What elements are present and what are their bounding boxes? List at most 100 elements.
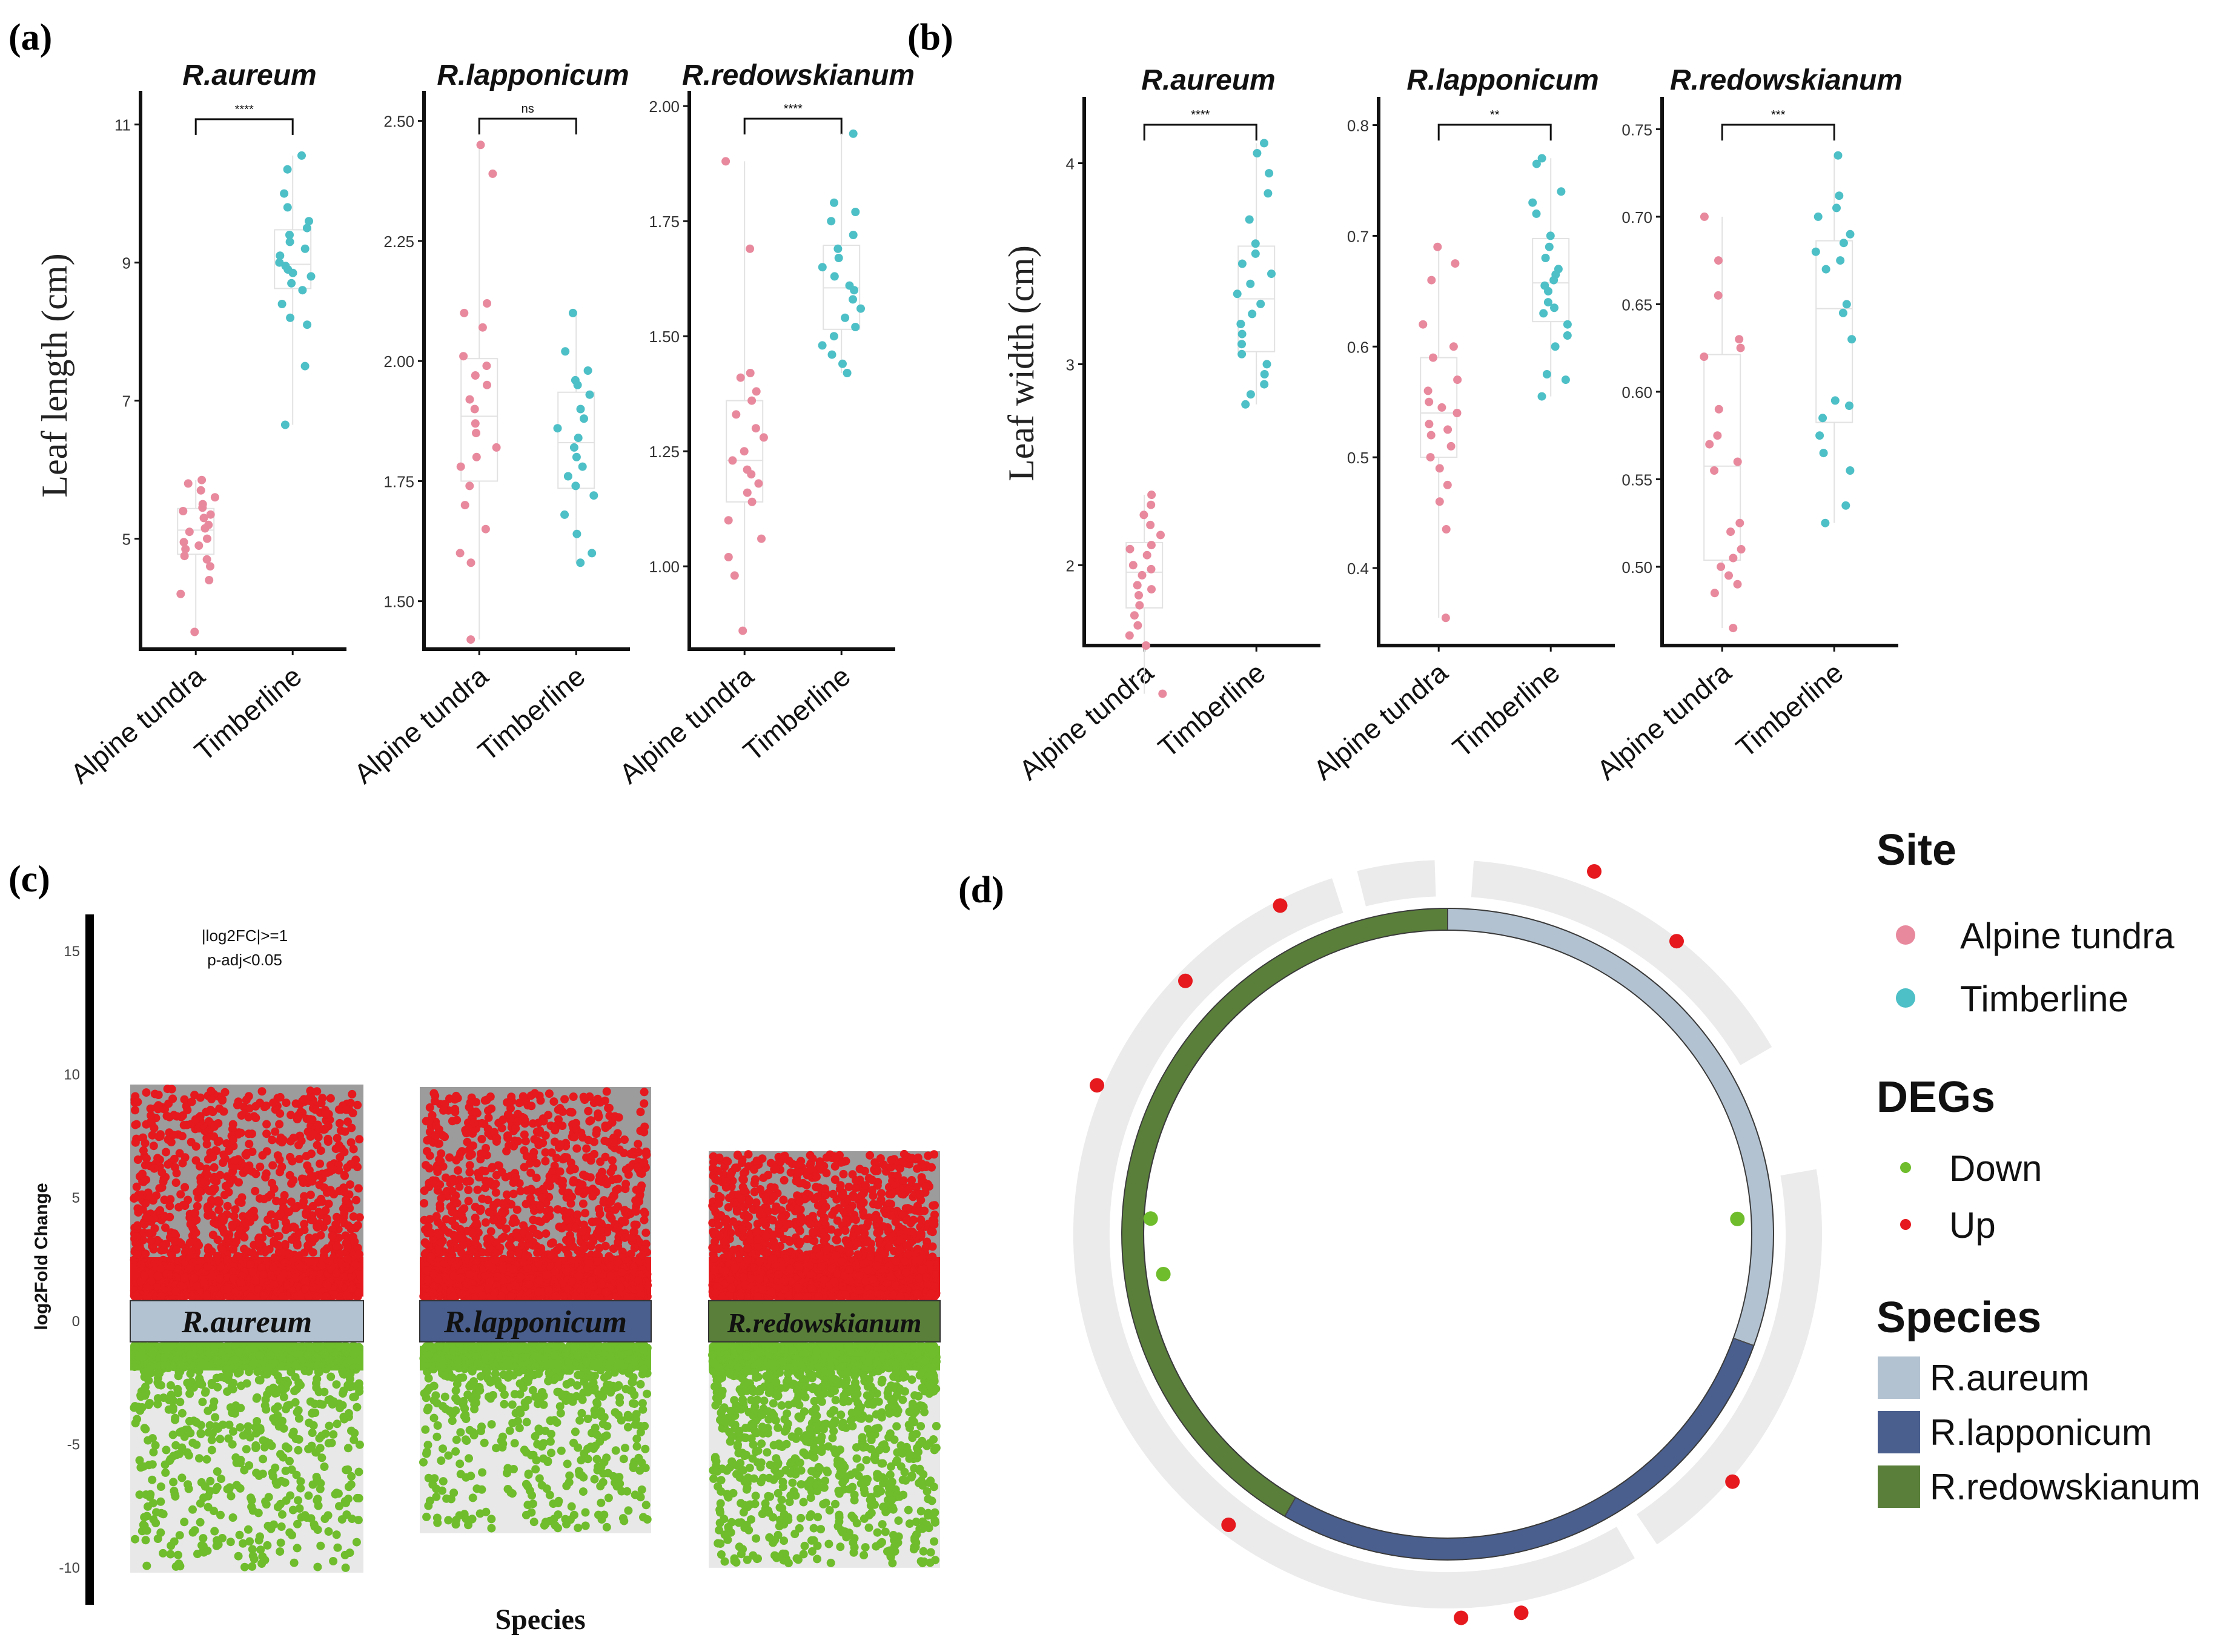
y-tick-label: 1.50 bbox=[383, 593, 414, 611]
down-deg-point bbox=[477, 1427, 485, 1436]
up-deg-point bbox=[175, 1149, 184, 1158]
data-point bbox=[1700, 352, 1709, 362]
up-deg-point bbox=[207, 1086, 216, 1095]
up-deg-point bbox=[457, 1147, 466, 1156]
data-point bbox=[1267, 269, 1276, 279]
up-deg-point bbox=[542, 1229, 551, 1238]
up-deg-point bbox=[546, 1251, 555, 1260]
down-deg-point bbox=[176, 1342, 185, 1351]
down-deg-point bbox=[478, 1468, 487, 1477]
up-deg-point bbox=[578, 1227, 587, 1237]
data-point bbox=[300, 362, 310, 371]
up-deg-point bbox=[630, 1220, 639, 1229]
up-deg-point bbox=[577, 1292, 586, 1301]
down-deg-point bbox=[641, 1501, 651, 1510]
data-point bbox=[1449, 342, 1458, 351]
up-deg-point bbox=[448, 1174, 457, 1183]
up-deg-point bbox=[179, 1201, 188, 1209]
up-deg-point bbox=[223, 1172, 231, 1181]
up-deg-point bbox=[273, 1212, 282, 1221]
data-point bbox=[573, 380, 582, 389]
down-deg-point bbox=[135, 1490, 144, 1499]
up-deg-point bbox=[172, 1272, 181, 1281]
down-deg-point bbox=[177, 1473, 187, 1482]
up-deg-point bbox=[572, 1144, 581, 1153]
data-point bbox=[460, 501, 469, 510]
down-deg-point bbox=[439, 1444, 447, 1453]
down-deg-point bbox=[461, 1435, 470, 1444]
down-deg-point bbox=[210, 1397, 219, 1406]
up-deg-point bbox=[425, 1117, 434, 1126]
up-deg-point bbox=[334, 1105, 343, 1114]
down-deg-point bbox=[242, 1379, 251, 1388]
down-deg-point bbox=[429, 1413, 439, 1422]
up-deg-point bbox=[316, 1146, 325, 1155]
up-deg-point bbox=[585, 1259, 594, 1268]
down-deg-point bbox=[637, 1485, 646, 1494]
down-deg-point bbox=[234, 1347, 243, 1356]
down-deg-point bbox=[141, 1425, 150, 1434]
up-deg-point bbox=[489, 1201, 498, 1211]
subplot-rredowskianum: R.redowskianum1.001.251.501.752.00Alpine… bbox=[614, 59, 915, 790]
down-deg-point bbox=[253, 1367, 262, 1376]
up-deg-point bbox=[620, 1206, 629, 1215]
up-deg-point bbox=[506, 1292, 515, 1301]
down-deg-point bbox=[248, 1545, 257, 1554]
down-deg-point bbox=[503, 1373, 512, 1382]
down-deg-point bbox=[316, 1484, 325, 1493]
up-deg-point bbox=[269, 1099, 278, 1107]
up-deg-point bbox=[183, 1106, 192, 1115]
up-deg-point bbox=[168, 1094, 177, 1103]
down-deg-point bbox=[598, 1478, 608, 1487]
down-deg-point bbox=[291, 1343, 300, 1352]
data-point bbox=[1128, 561, 1138, 570]
up-deg-point bbox=[130, 1193, 139, 1202]
up-deg-point bbox=[186, 1220, 195, 1229]
down-deg-point bbox=[269, 1520, 278, 1529]
down-deg-point bbox=[257, 1559, 267, 1568]
up-deg-point bbox=[536, 1096, 545, 1105]
x-tick-label: Timberline bbox=[737, 660, 856, 767]
up-deg-point bbox=[349, 1212, 358, 1221]
up-deg-point bbox=[299, 1197, 308, 1206]
up-deg-point bbox=[147, 1277, 156, 1286]
species-label: R.aureum bbox=[181, 1305, 312, 1340]
up-deg-point bbox=[173, 1264, 182, 1274]
up-deg-point bbox=[259, 1270, 268, 1279]
up-deg-point bbox=[150, 1258, 159, 1267]
down-deg-point bbox=[239, 1539, 247, 1548]
data-point bbox=[843, 369, 852, 377]
down-deg-point bbox=[630, 1399, 639, 1409]
down-deg-point bbox=[522, 1418, 531, 1427]
up-deg-point bbox=[456, 1274, 465, 1283]
down-deg-point bbox=[632, 1442, 641, 1451]
data-point bbox=[1248, 309, 1257, 319]
down-deg-point bbox=[318, 1400, 327, 1409]
down-deg-point bbox=[188, 1505, 197, 1514]
down-deg-point bbox=[329, 1397, 338, 1406]
down-deg-point bbox=[154, 1394, 163, 1403]
down-deg-point bbox=[487, 1420, 496, 1429]
up-deg-point bbox=[262, 1129, 271, 1138]
data-point bbox=[1546, 231, 1555, 240]
up-deg-point bbox=[608, 1156, 617, 1165]
up-deg-point bbox=[219, 1158, 227, 1167]
data-point bbox=[1838, 308, 1847, 317]
data-point bbox=[1811, 247, 1820, 256]
data-point bbox=[1262, 360, 1271, 369]
up-deg-point bbox=[244, 1112, 253, 1122]
up-deg-point bbox=[340, 1209, 349, 1218]
up-deg-point bbox=[156, 1264, 165, 1273]
up-deg-point bbox=[640, 1099, 649, 1108]
data-point bbox=[572, 529, 581, 538]
up-deg-point bbox=[167, 1262, 176, 1271]
down-deg-point bbox=[278, 1510, 287, 1519]
data-point bbox=[728, 456, 737, 465]
down-deg-point bbox=[592, 1455, 601, 1464]
up-deg-point bbox=[268, 1178, 276, 1188]
data-point bbox=[580, 414, 588, 423]
up-deg-point bbox=[511, 1281, 520, 1290]
up-deg-point bbox=[153, 1235, 162, 1244]
up-deg-point bbox=[552, 1283, 561, 1292]
up-deg-point bbox=[236, 1128, 245, 1137]
